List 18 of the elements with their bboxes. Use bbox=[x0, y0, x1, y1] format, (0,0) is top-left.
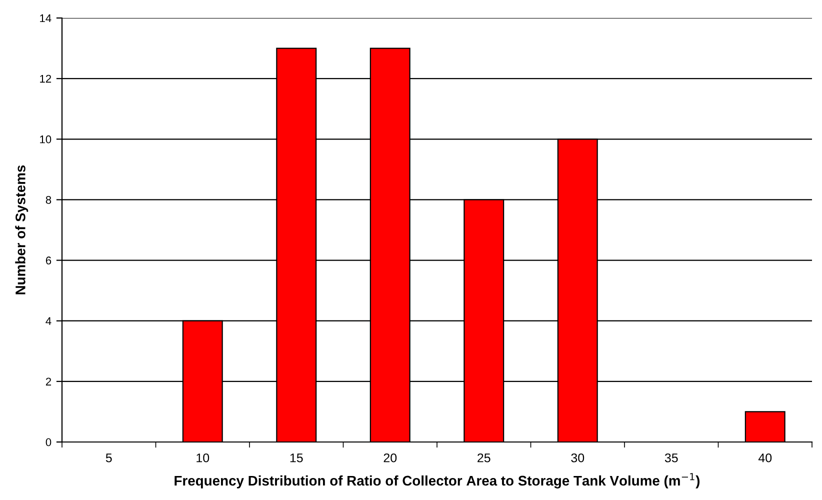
x-tick-label: 20 bbox=[384, 453, 397, 462]
x-tick-label: 10 bbox=[196, 453, 210, 462]
y-tick-label: 10 bbox=[40, 135, 52, 144]
x-axis-title: Frequency Distribution of Ratio of Collector Area to Storage Tank Volume (m$^{−1}$) bbox=[174, 473, 700, 488]
x-tick-label: 30 bbox=[571, 453, 584, 462]
x-tick-label: 35 bbox=[664, 453, 678, 462]
y-tick-label: 14 bbox=[40, 14, 52, 22]
x-tick-label: 25 bbox=[478, 453, 490, 462]
x-tick-label: 15 bbox=[290, 454, 303, 462]
y-tick-label: 6 bbox=[46, 256, 52, 264]
y-tick-label: 4 bbox=[46, 317, 52, 325]
y-axis-title: Number of Systems bbox=[15, 165, 28, 294]
x-tick-label: 5 bbox=[106, 454, 112, 462]
y-tick-label: 8 bbox=[46, 196, 52, 204]
y-tick-label: 2 bbox=[46, 378, 52, 386]
y-tick-label: 12 bbox=[40, 74, 52, 83]
y-tick-label: 0 bbox=[46, 438, 52, 446]
x-tick-label: 40 bbox=[758, 453, 772, 462]
